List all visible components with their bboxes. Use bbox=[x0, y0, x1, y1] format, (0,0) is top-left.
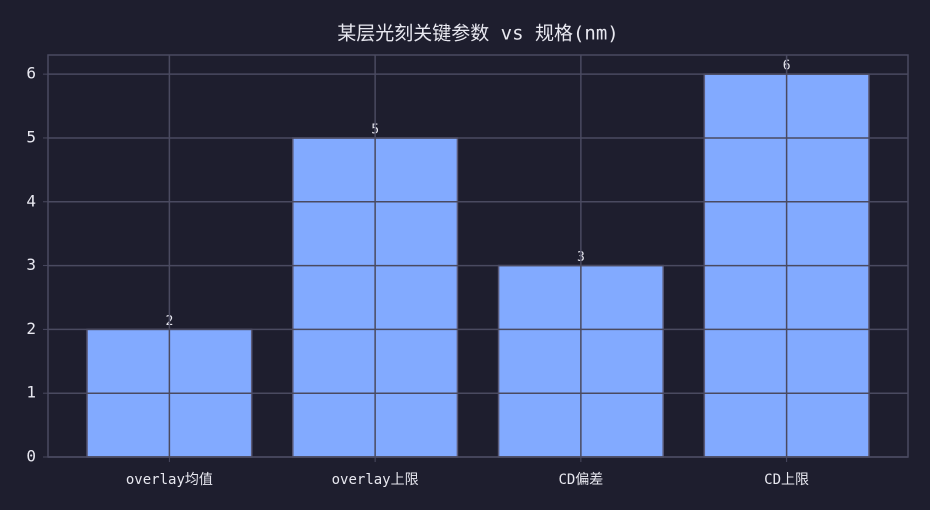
y-tick-label: 1 bbox=[26, 383, 36, 402]
y-tick-label: 3 bbox=[26, 255, 36, 274]
y-tick-label: 2 bbox=[26, 319, 36, 338]
y-tick-label: 0 bbox=[26, 447, 36, 466]
plot-frame bbox=[47, 54, 909, 458]
x-tick-label: overlay均值 bbox=[126, 472, 213, 488]
chart-title: 某层光刻关键参数 vs 规格(nm) bbox=[337, 23, 619, 45]
y-tick-label: 4 bbox=[26, 191, 36, 210]
y-tick-label: 6 bbox=[26, 64, 36, 83]
x-tick-label: CD上限 bbox=[764, 472, 809, 488]
y-tick-label: 5 bbox=[26, 127, 36, 146]
x-tick-label: overlay上限 bbox=[332, 472, 419, 488]
x-tick-label: CD偏差 bbox=[558, 472, 603, 488]
